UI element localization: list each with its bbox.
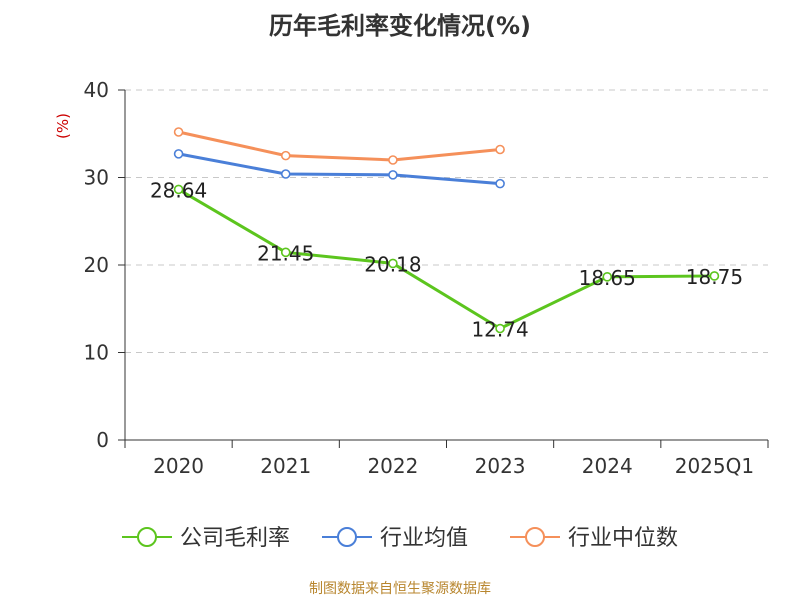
legend-label: 行业中位数 xyxy=(568,526,678,551)
legend-item-0[interactable]: 公司毛利率 xyxy=(122,526,290,551)
data-point[interactable] xyxy=(602,272,613,282)
series-line-2 xyxy=(178,130,501,162)
legend-label: 行业均值 xyxy=(380,526,468,551)
legend-marker xyxy=(337,527,357,547)
series-lines xyxy=(173,127,720,334)
axes: 0 10 20 30 40 2020 2021 2022 2023 2024 2025Q1 xyxy=(84,78,769,478)
data-point[interactable] xyxy=(173,127,184,137)
x-tick-label-2022: 2022 xyxy=(367,454,418,478)
data-point[interactable] xyxy=(173,149,184,159)
data-labels: 28.64 21.45 20.18 12.74 18.65 18.75 xyxy=(150,178,743,341)
x-tick-label-2020: 2020 xyxy=(153,454,204,478)
data-point[interactable] xyxy=(709,271,720,281)
data-point[interactable] xyxy=(280,247,291,258)
chart-title: 历年毛利率变化情况(%) xyxy=(269,12,531,40)
x-tick-label-2021: 2021 xyxy=(260,454,311,478)
legend-marker xyxy=(525,527,545,547)
y-tick-label: 30 xyxy=(84,166,109,190)
data-label: 18.75 xyxy=(686,265,743,289)
legend-label: 公司毛利率 xyxy=(180,526,290,551)
data-point[interactable] xyxy=(495,178,505,189)
legend[interactable]: 公司毛利率 行业均值 行业中位数 xyxy=(122,526,678,551)
series-line-1 xyxy=(178,152,501,186)
x-tick-label-2024: 2024 xyxy=(582,454,633,478)
series-line-0 xyxy=(177,188,715,331)
y-tick-label: 0 xyxy=(96,428,109,452)
y-axis-label: (%) xyxy=(54,113,72,139)
x-tick-label-2025Q1: 2025Q1 xyxy=(675,454,754,478)
legend-item-1[interactable]: 行业均值 xyxy=(322,526,468,551)
data-point[interactable] xyxy=(173,184,184,195)
data-point[interactable] xyxy=(280,169,291,179)
data-point[interactable] xyxy=(280,150,291,161)
source-note: 制图数据来自恒生聚源数据库 xyxy=(309,581,491,597)
data-label: 21.45 xyxy=(257,241,314,265)
data-point[interactable] xyxy=(388,258,398,269)
data-point[interactable] xyxy=(388,170,398,180)
data-label: 18.65 xyxy=(579,266,636,290)
legend-marker xyxy=(137,527,157,547)
data-point[interactable] xyxy=(388,155,398,165)
data-point[interactable] xyxy=(495,144,505,155)
legend-item-2[interactable]: 行业中位数 xyxy=(510,526,678,551)
grid-lines xyxy=(125,89,768,353)
data-label: 28.64 xyxy=(150,178,207,202)
y-tick-label: 20 xyxy=(84,253,109,277)
y-tick-label: 10 xyxy=(84,341,109,365)
x-tick-label-2023: 2023 xyxy=(475,454,526,478)
data-label: 12.74 xyxy=(471,318,528,342)
data-label: 20.18 xyxy=(364,252,421,276)
y-tick-label: 40 xyxy=(84,78,109,102)
data-point[interactable] xyxy=(495,323,505,334)
